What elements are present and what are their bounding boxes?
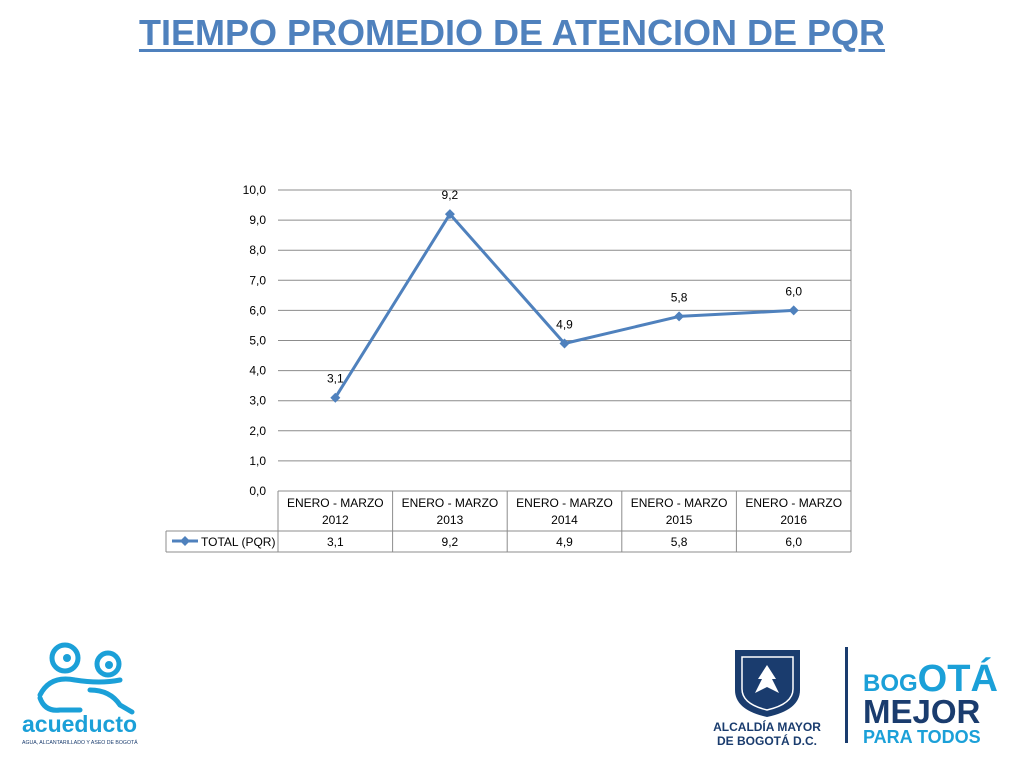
table-value: 3,1 [327, 535, 344, 549]
x-category-label: ENERO - MARZO [516, 496, 613, 510]
data-point [674, 311, 685, 322]
alcaldia-logo: ALCALDÍA MAYOR DE BOGOTÁ D.C. [713, 650, 821, 748]
x-category-label: ENERO - MARZO [631, 496, 728, 510]
table-value: 4,9 [556, 535, 573, 549]
x-category-label: 2015 [666, 513, 693, 527]
y-axis-ticks: 0,0 1,0 2,0 3,0 4,0 5,0 6,0 7,0 8,0 9,0 10,0 [243, 183, 267, 498]
x-category-label: ENERO - MARZO [287, 496, 384, 510]
x-category-label: 2012 [322, 513, 349, 527]
y-tick-label: 3,0 [249, 394, 266, 408]
svg-text:BOGOTÁ: BOGOTÁ [863, 656, 998, 700]
table-value: 5,8 [671, 535, 688, 549]
y-tick-label: 1,0 [249, 454, 266, 468]
y-tick-label: 4,0 [249, 364, 266, 378]
table-value: 6,0 [785, 535, 802, 549]
data-table: ENERO - MARZO 2012 3,1 ENERO - MARZO 2013 9,2… [165, 190, 852, 553]
x-category-label: 2016 [780, 513, 807, 527]
y-tick-label: 6,0 [249, 303, 266, 317]
table-value: 9,2 [442, 535, 459, 549]
data-label: 3,1 [327, 372, 344, 386]
legend-marker [180, 536, 190, 546]
bogota-logo-word1b: OTÁ [918, 656, 998, 700]
legend-label: TOTAL (PQR) [201, 535, 275, 549]
y-tick-label: 9,0 [249, 213, 266, 227]
acueducto-logo: acueducto AGUA, ALCANTARILLADO Y ASEO DE… [22, 642, 138, 746]
gridlines [278, 189, 851, 492]
alcaldia-logo-line1: ALCALDÍA MAYOR [713, 719, 821, 734]
frog-icon [37, 642, 135, 715]
data-label: 4,9 [556, 318, 573, 332]
data-point [559, 338, 570, 349]
acueducto-logo-tagline: AGUA, ALCANTARILLADO Y ASEO DE BOGOTÁ [22, 739, 138, 746]
y-tick-label: 0,0 [249, 484, 266, 498]
data-point [444, 209, 455, 220]
data-label: 5,8 [671, 290, 688, 304]
y-tick-label: 5,0 [249, 334, 266, 348]
x-category-label: ENERO - MARZO [402, 496, 499, 510]
data-point [788, 305, 799, 316]
y-tick-label: 7,0 [249, 273, 266, 287]
series-layer: 3,1 9,2 4,9 5,8 6,0 [327, 188, 802, 403]
x-category-label: ENERO - MARZO [745, 496, 842, 510]
bogota-logo-word2: MEJOR [863, 693, 981, 730]
y-tick-label: 8,0 [249, 243, 266, 257]
x-category-label: 2014 [551, 513, 578, 527]
x-category-label: 2013 [437, 513, 464, 527]
bogota-logo-word3: PARA TODOS [863, 727, 981, 747]
logo-divider [845, 647, 848, 743]
alcaldia-logo-line2: DE BOGOTÁ D.C. [717, 733, 817, 748]
page-title: TIEMPO PROMEDIO DE ATENCION DE PQR [138, 12, 886, 53]
data-label: 6,0 [785, 284, 802, 298]
bogota-mejor-logo: BOGOTÁ MEJOR PARA TODOS [845, 647, 998, 747]
y-tick-label: 10,0 [243, 183, 267, 197]
data-point [330, 392, 341, 403]
acueducto-logo-name: acueducto [22, 711, 137, 737]
y-tick-label: 2,0 [249, 424, 266, 438]
data-label: 9,2 [442, 188, 459, 202]
bogota-logo-word1a: BOG [863, 670, 918, 697]
shield-icon [735, 650, 800, 717]
